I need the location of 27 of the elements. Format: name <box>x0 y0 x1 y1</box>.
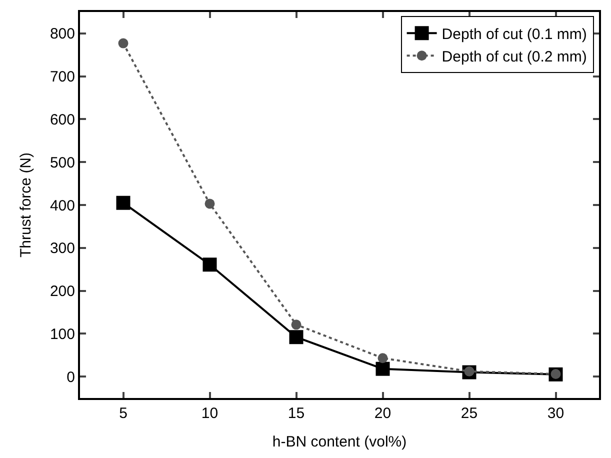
x-axis-title: h-BN content (vol%) <box>272 434 407 450</box>
y-tick-label: 300 <box>50 240 75 258</box>
x-tick-label: 10 <box>201 405 218 422</box>
point <box>202 258 217 272</box>
x-tick-label: 25 <box>460 405 478 422</box>
point <box>378 353 388 364</box>
legend-label: Depth of cut (0.2 mm) <box>442 48 587 66</box>
y-tick-label: 400 <box>50 197 75 214</box>
y-tick-label: 700 <box>50 68 75 86</box>
point <box>118 38 128 48</box>
point <box>289 330 304 344</box>
y-axis-title: Thrust force (N) <box>18 152 35 258</box>
point <box>291 320 302 330</box>
point <box>116 196 130 210</box>
x-tick-label: 30 <box>547 405 564 422</box>
point <box>204 198 215 209</box>
x-tick-label: 15 <box>288 405 305 422</box>
x-tick-label: 20 <box>374 405 392 422</box>
y-tick-label: 800 <box>50 26 75 43</box>
y-tick-label: 200 <box>50 283 75 300</box>
y-tick-label: 600 <box>50 111 75 128</box>
y-tick-label: 100 <box>50 326 75 343</box>
x-tick-label: 5 <box>119 405 128 422</box>
y-tick-label: 500 <box>50 154 75 172</box>
legend-label: Depth of cut (0.1 mm) <box>442 26 587 43</box>
point <box>376 362 390 376</box>
y-tick-label: 0 <box>66 368 75 386</box>
